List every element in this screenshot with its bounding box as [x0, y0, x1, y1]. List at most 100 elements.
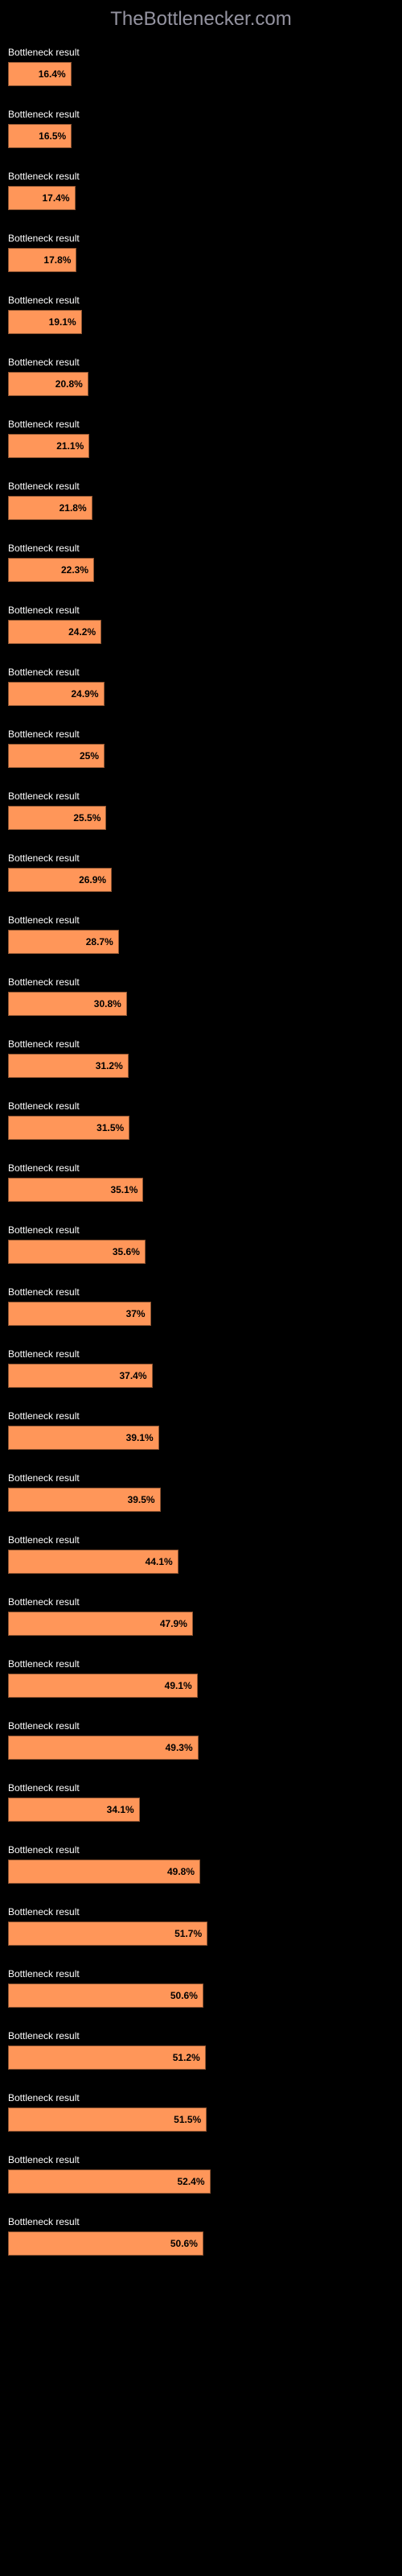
bar-track: 24.2% [8, 620, 394, 644]
chart-row: Bottleneck result 30.8% [8, 976, 394, 1016]
row-label: Bottleneck result [8, 419, 394, 430]
bar: 37% [8, 1302, 151, 1326]
chart-row: Bottleneck result 21.1% [8, 419, 394, 458]
bar: 16.5% [8, 124, 72, 148]
bar-value: 17.4% [42, 192, 69, 204]
bar: 17.4% [8, 186, 76, 210]
chart-row: Bottleneck result17.4% [8, 171, 394, 210]
bar-value: 52.4% [177, 2176, 204, 2187]
row-label: Bottleneck result [8, 1286, 394, 1298]
row-label: Bottleneck result [8, 2092, 394, 2103]
bar: 51.2% [8, 2046, 206, 2070]
bar-value: 51.2% [173, 2052, 200, 2063]
bar-track: 49.1% [8, 1674, 394, 1698]
bar-track: 37% [8, 1302, 394, 1326]
row-label: Bottleneck result [8, 976, 394, 988]
chart-row: Bottleneck result 51.7% [8, 1906, 394, 1946]
bar-value: 26.9% [79, 874, 106, 886]
bar-value: 39.1% [126, 1432, 154, 1443]
chart-row: Bottleneck result39.1% [8, 1410, 394, 1450]
bar-track: 39.5% [8, 1488, 394, 1512]
bar-value: 16.4% [39, 68, 66, 80]
bar: 26.9% [8, 868, 112, 892]
row-label: Bottleneck result [8, 1472, 394, 1484]
bar-track: 21.8% [8, 496, 394, 520]
bar-track: 50.6% [8, 1984, 394, 2008]
row-label: Bottleneck result [8, 852, 394, 864]
bar-track: 35.6% [8, 1240, 394, 1264]
bar-track: 25.5% [8, 806, 394, 830]
chart-row: Bottleneck result24.2% [8, 605, 394, 644]
bar-value: 17.8% [43, 254, 71, 266]
bar: 39.1% [8, 1426, 159, 1450]
bar-value: 24.2% [68, 626, 96, 638]
row-label: Bottleneck result [8, 729, 394, 740]
bar-value: 21.8% [59, 502, 87, 514]
chart-row: Bottleneck result49.3% [8, 1720, 394, 1760]
bar-value: 30.8% [94, 998, 121, 1009]
row-label: Bottleneck result [8, 2216, 394, 2227]
row-label: Bottleneck result [8, 1162, 394, 1174]
row-label: Bottleneck result [8, 1596, 394, 1608]
chart-row: Bottleneck result21.8% [8, 481, 394, 520]
row-label: Bottleneck result [8, 1224, 394, 1236]
bar: 22.3% [8, 558, 94, 582]
chart-row: Bottleneck result49.8% [8, 1844, 394, 1884]
site-brand: TheBottlenecker.com [8, 8, 394, 31]
row-label: Bottleneck result [8, 2030, 394, 2041]
bar-value: 21.1% [56, 440, 84, 452]
bar-value: 49.1% [165, 1680, 192, 1691]
chart-row: Bottleneck result34.1% [8, 1782, 394, 1822]
bar-track: 16.5% [8, 124, 394, 148]
bar: 28.7% [8, 930, 119, 954]
chart-row: Bottleneck result19.1% [8, 295, 394, 334]
chart-row: Bottleneck result 37% [8, 1286, 394, 1326]
chart-row: Bottleneck result 44.1% [8, 1534, 394, 1574]
bar-value: 49.8% [167, 1866, 195, 1877]
bar-track: 50.6% [8, 2231, 394, 2256]
bar-value: 47.9% [160, 1618, 187, 1629]
chart-row: Bottleneck result52.4% [8, 2154, 394, 2194]
bar-value: 37.4% [119, 1370, 146, 1381]
chart-row: Bottleneck result49.1% [8, 1658, 394, 1698]
chart-row: Bottleneck result16.5% [8, 109, 394, 148]
bar-track: 17.8% [8, 248, 394, 272]
row-label: Bottleneck result [8, 1906, 394, 1918]
bar-track: 26.9% [8, 868, 394, 892]
bottleneck-bar-chart: Bottleneck result16.4%Bottleneck result1… [8, 47, 394, 2256]
bar-value: 31.5% [96, 1122, 124, 1133]
bar-value: 50.6% [170, 2238, 198, 2249]
chart-row: Bottleneck result25% [8, 729, 394, 768]
bar-track: 39.1% [8, 1426, 394, 1450]
bar-value: 16.5% [39, 130, 66, 142]
bar: 25.5% [8, 806, 106, 830]
bar-value: 50.6% [170, 1990, 198, 2001]
row-label: Bottleneck result [8, 914, 394, 926]
chart-row: Bottleneck result17.8% [8, 233, 394, 272]
bar: 20.8% [8, 372, 88, 396]
bar-track: 31.2% [8, 1054, 394, 1078]
row-label: Bottleneck result [8, 1534, 394, 1546]
bar: 35.1% [8, 1178, 143, 1202]
bar-track: 21.1% [8, 434, 394, 458]
row-label: Bottleneck result [8, 1038, 394, 1050]
chart-row: Bottleneck result 26.9% [8, 852, 394, 892]
bar-value: 39.5% [128, 1494, 155, 1505]
bar-track: 51.5% [8, 2107, 394, 2132]
bar-track: 44.1% [8, 1550, 394, 1574]
bar: 16.4% [8, 62, 72, 86]
bar-value: 34.1% [107, 1804, 134, 1815]
row-label: Bottleneck result [8, 1100, 394, 1112]
bar: 21.8% [8, 496, 92, 520]
bar: 44.1% [8, 1550, 178, 1574]
bar-value: 44.1% [146, 1556, 173, 1567]
row-label: Bottleneck result [8, 1348, 394, 1360]
bar-track: 17.4% [8, 186, 394, 210]
bar-track: 31.5% [8, 1116, 394, 1140]
chart-row: Bottleneck result 39.5% [8, 1472, 394, 1512]
bar-track: 24.9% [8, 682, 394, 706]
bar: 50.6% [8, 2231, 203, 2256]
chart-row: Bottleneck result 50.6% [8, 2216, 394, 2256]
bar-value: 51.7% [174, 1928, 202, 1939]
chart-row: Bottleneck result 31.5% [8, 1100, 394, 1140]
